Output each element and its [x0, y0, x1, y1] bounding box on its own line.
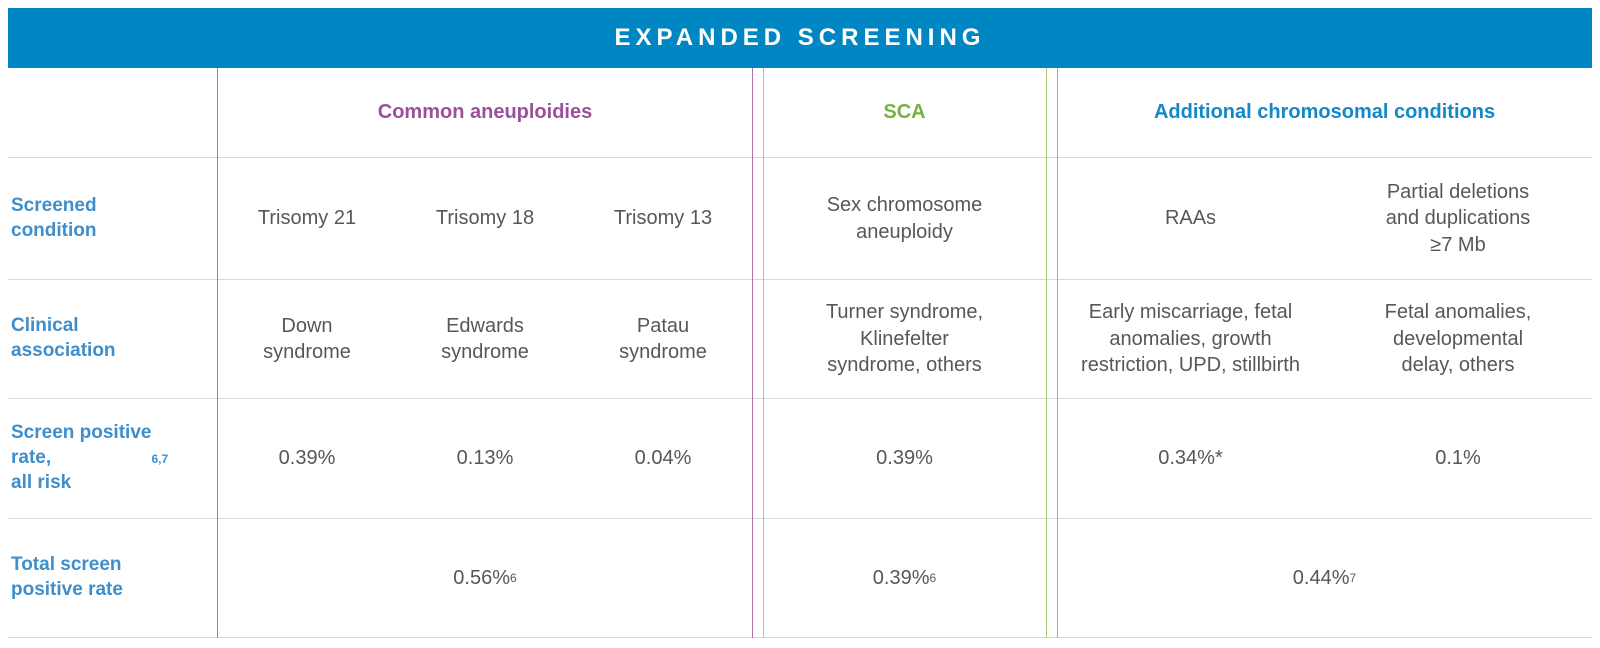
cell-edwards-syndrome: Edwards syndrome	[441, 314, 529, 363]
cell-down-syndrome: Down syndrome	[263, 314, 351, 363]
cell-spr-trisomy-18: 0.13%	[456, 447, 514, 470]
section-rule-blue-left	[1057, 68, 1058, 638]
row-label-text: Total screen positive rate	[11, 554, 123, 600]
section-rule-purple-left	[217, 68, 218, 638]
group-header-empty-cell	[8, 68, 218, 157]
row-label-text: Screened condition	[11, 194, 97, 241]
cell-spr-deletions: 0.1%	[1435, 447, 1481, 470]
row-total-screen-positive-rate: Total screen positive rate 0.56% 6 0.39% 6…	[8, 519, 1592, 638]
row-label-text: Clinical association	[11, 315, 116, 361]
cell-spr-trisomy-13: 0.04%	[634, 447, 692, 470]
group-title-additional-conditions: Additional chromosomal conditions	[1153, 101, 1496, 123]
row-label-total-screen-positive-rate: Total screen positive rate	[8, 519, 218, 637]
table-title: EXPANDED SCREENING	[614, 24, 986, 51]
row-label-clinical-association: Clinical association	[8, 280, 218, 398]
group-title-common-aneuploidies: Common aneuploidies	[377, 101, 593, 123]
section-rule-green-right	[1046, 68, 1047, 638]
group-title-sca: SCA	[883, 101, 926, 123]
row-label-text: Screen positive rate, all risk	[11, 422, 152, 493]
row-screened-condition: Screened condition Trisomy 21 Trisomy 18…	[8, 158, 1592, 280]
cell-spr-trisomy-21: 0.39%	[278, 447, 336, 470]
cell-turner-klinefelter: Turner syndrome, Klinefelter syndrome, o…	[825, 301, 984, 377]
section-rule-purple-right	[752, 68, 753, 638]
cell-spr-raas: 0.34%*	[1158, 447, 1223, 470]
cell-total-common: 0.56% 6	[218, 519, 752, 637]
cell-raa-associations: Early miscarriage, fetal anomalies, grow…	[1081, 301, 1300, 377]
total-additional-value: 0.44%	[1292, 566, 1350, 589]
cell-trisomy-13: Trisomy 13	[613, 207, 713, 230]
cell-deletion-associations: Fetal anomalies, developmental delay, ot…	[1384, 301, 1532, 377]
cell-spr-sca: 0.39%	[876, 447, 933, 470]
cell-trisomy-18: Trisomy 18	[435, 207, 535, 230]
cell-sex-chromosome-aneuploidy: Sex chromosome aneuploidy	[826, 194, 983, 243]
cell-trisomy-21: Trisomy 21	[257, 207, 357, 230]
row-screen-positive-rate: Screen positive rate, all risk 6,7 0.39% …	[8, 399, 1592, 519]
cell-partial-deletions-duplications: Partial deletions and duplications ≥7 Mb	[1385, 180, 1531, 256]
cell-patau-syndrome: Patau syndrome	[619, 314, 707, 363]
row-clinical-association: Clinical association Down syndrome Edwar…	[8, 280, 1592, 399]
cell-total-sca: 0.39% 6	[763, 519, 1046, 637]
row-label-screened-condition: Screened condition	[8, 158, 218, 279]
table-title-banner: EXPANDED SCREENING	[8, 8, 1592, 68]
screening-table: Common aneuploidies SCA Additional chrom…	[8, 68, 1592, 638]
group-header-row: Common aneuploidies SCA Additional chrom…	[8, 68, 1592, 158]
total-sca-value: 0.39%	[872, 566, 930, 589]
row-label-screen-positive-rate: Screen positive rate, all risk 6,7	[8, 399, 218, 518]
total-common-value: 0.56%	[453, 566, 511, 589]
cell-total-additional: 0.44% 7	[1057, 519, 1592, 637]
cell-raas: RAAs	[1164, 207, 1217, 230]
section-rule-green-left	[763, 68, 764, 638]
